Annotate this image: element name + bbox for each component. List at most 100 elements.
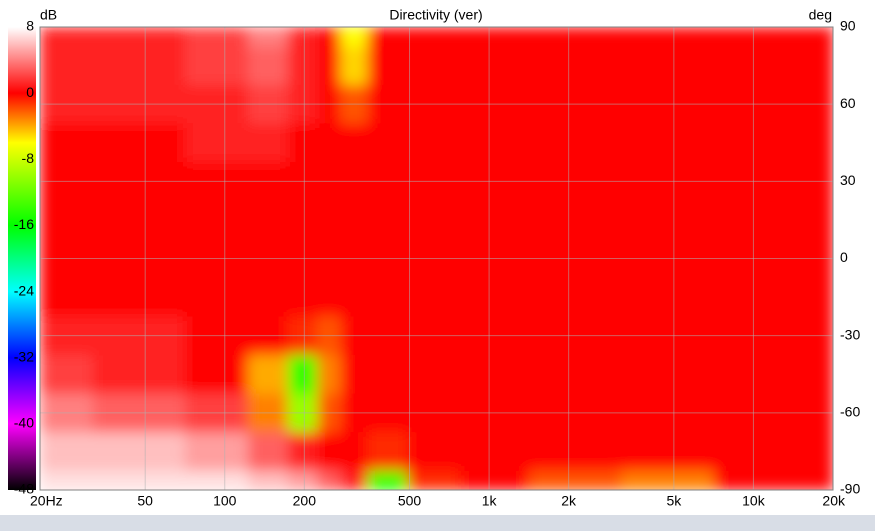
heatmap-cell [407, 354, 461, 395]
heatmap-cell [287, 277, 318, 317]
heatmap-cell [459, 354, 530, 395]
x-tick-label: 2k [561, 493, 577, 509]
heatmap-cell [407, 27, 461, 47]
heatmap-cell [92, 123, 186, 163]
heatmap-cell [248, 46, 289, 86]
heatmap-cell [40, 27, 94, 47]
heatmap-cell [317, 277, 341, 317]
heatmap-cell [340, 200, 368, 240]
heatmap-cell [317, 354, 341, 395]
heatmap-cell [287, 354, 318, 395]
heatmap-cell [793, 200, 833, 240]
heatmap-cell [287, 27, 318, 47]
heatmap-cell [367, 432, 408, 472]
heatmap-cell [459, 200, 530, 240]
heatmap-cell [287, 123, 318, 163]
heatmap-cell [92, 46, 186, 86]
heatmap-cell [367, 354, 408, 395]
heatmap-cell [317, 123, 341, 163]
heatmap-cell [184, 354, 249, 395]
colorbar [8, 27, 36, 490]
heatmap-cell [528, 200, 622, 240]
heatmap-cell [92, 432, 186, 472]
heatmap-cell [367, 200, 408, 240]
y-tick-label: 90 [840, 18, 856, 34]
x-tick-label: 100 [213, 493, 237, 509]
heatmap-cell [287, 46, 318, 86]
heatmap-cell [793, 27, 833, 47]
heatmap-cell [407, 46, 461, 86]
heatmap-cell [621, 470, 715, 490]
heatmap-cell [528, 470, 622, 490]
heatmap-cell [40, 277, 94, 317]
heatmap-cell [407, 123, 461, 163]
heatmap-cell [459, 27, 530, 47]
heatmap-cell [248, 123, 289, 163]
y-tick-label: 30 [840, 172, 856, 188]
heatmap-cell [40, 470, 94, 490]
heatmap-cell [528, 432, 622, 472]
heatmap-cell [621, 432, 715, 472]
x-tick-label: 50 [137, 493, 153, 509]
heatmap-cell [40, 200, 94, 240]
x-tick-label: 1k [482, 493, 498, 509]
heatmap-cell [407, 200, 461, 240]
colorbar-tick-label: -40 [14, 415, 34, 431]
heatmap-cell [459, 46, 530, 86]
heatmap-cell [340, 432, 368, 472]
heatmap-cell [621, 277, 715, 317]
heatmap-cell [459, 470, 530, 490]
heatmap-cell [793, 470, 833, 490]
heatmap [40, 27, 833, 490]
heatmap-cell [407, 470, 461, 490]
heatmap-cell [367, 123, 408, 163]
colorbar-tick-label: -24 [14, 282, 34, 298]
heatmap-cell [184, 27, 249, 47]
colorbar-tick-label: -16 [14, 216, 34, 232]
heatmap-cell [367, 470, 408, 490]
heatmap-cell [621, 46, 715, 86]
y-tick-label: 60 [840, 95, 856, 111]
heatmap-cell [317, 27, 341, 47]
heatmap-cell [184, 123, 249, 163]
heatmap-cell [340, 46, 368, 86]
y-tick-label: -30 [840, 326, 860, 342]
x-tick-label: 20k [822, 493, 846, 509]
heatmap-cell [92, 200, 186, 240]
heatmap-cell [184, 470, 249, 490]
heatmap-cell [248, 200, 289, 240]
x-tick-label: 500 [398, 493, 422, 509]
z-label: dB [40, 7, 57, 23]
chart-title: Directivity (ver) [389, 7, 482, 23]
colorbar-tick-label: 0 [26, 84, 34, 100]
heatmap-cell [40, 432, 94, 472]
heatmap-cell [92, 277, 186, 317]
y-label: deg [809, 7, 832, 23]
heatmap-cell [40, 354, 94, 395]
heatmap-cell [92, 354, 186, 395]
heatmap-cell [793, 277, 833, 317]
colorbar-tick-label: -32 [14, 348, 34, 364]
heatmap-cell [407, 432, 461, 472]
window-strip [0, 515, 875, 531]
heatmap-cell [92, 27, 186, 47]
heatmap-cell [40, 46, 94, 86]
heatmap-cell [248, 354, 289, 395]
heatmap-cell [793, 123, 833, 163]
heatmap-cell [184, 200, 249, 240]
heatmap-cell [621, 200, 715, 240]
heatmap-cell [317, 432, 341, 472]
heatmap-cell [248, 27, 289, 47]
heatmap-cell [367, 277, 408, 317]
colorbar-tick-label: -48 [14, 481, 34, 497]
heatmap-cell [248, 470, 289, 490]
heatmap-cell [528, 354, 622, 395]
heatmap-cell [248, 277, 289, 317]
heatmap-cell [459, 432, 530, 472]
heatmap-cell [793, 46, 833, 86]
heatmap-cell [367, 46, 408, 86]
heatmap-cell [793, 354, 833, 395]
heatmap-cell [367, 27, 408, 47]
heatmap-cell [92, 470, 186, 490]
x-tick-label: 10k [742, 493, 766, 509]
